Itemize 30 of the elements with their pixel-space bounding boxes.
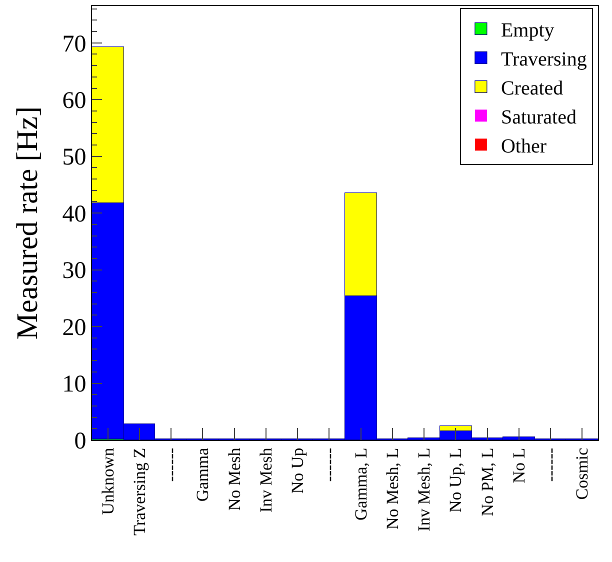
x-tick-label: Cosmic — [572, 447, 592, 500]
y-tick-label: 70 — [62, 31, 86, 58]
x-tick-label: No Mesh, L — [382, 448, 402, 530]
y-tick-label: 10 — [62, 372, 86, 398]
y-tick-label: 60 — [62, 88, 86, 114]
legend-label: Other — [500, 135, 547, 158]
x-tick-label: ------ — [541, 447, 560, 482]
x-tick-label: Inv Mesh, L — [414, 448, 434, 532]
x-tick-label: No Up — [288, 448, 308, 494]
x-tick-label: ------ — [320, 447, 339, 482]
x-tick-label: ------ — [162, 447, 181, 482]
legend-label: Saturated — [500, 106, 576, 128]
y-tick-label: 40 — [62, 201, 86, 228]
y-tick-label: 20 — [62, 314, 86, 341]
x-tick-label: No L — [509, 448, 528, 484]
y-tick-label: 30 — [62, 258, 86, 284]
x-tick-label: Inv Mesh — [256, 447, 276, 513]
x-tick-label: Unknown — [98, 447, 118, 515]
x-tick-label: Traversing Z — [130, 448, 149, 536]
x-tick-label: No PM, L — [478, 448, 497, 516]
legend-label: Created — [500, 77, 564, 100]
x-tick-label: No Mesh — [224, 447, 244, 511]
y-axis-title: Measured rate [Hz] — [11, 106, 44, 340]
x-tick-label: No Up, L — [446, 448, 466, 513]
legend-label: Traversing — [500, 48, 587, 70]
x-tick-label: Gamma — [193, 447, 212, 502]
y-tick-label: 0 — [74, 428, 86, 454]
y-tick-label: 50 — [62, 144, 86, 171]
x-tick-label: Gamma, L — [351, 448, 370, 521]
legend-label: Empty — [500, 19, 554, 42]
